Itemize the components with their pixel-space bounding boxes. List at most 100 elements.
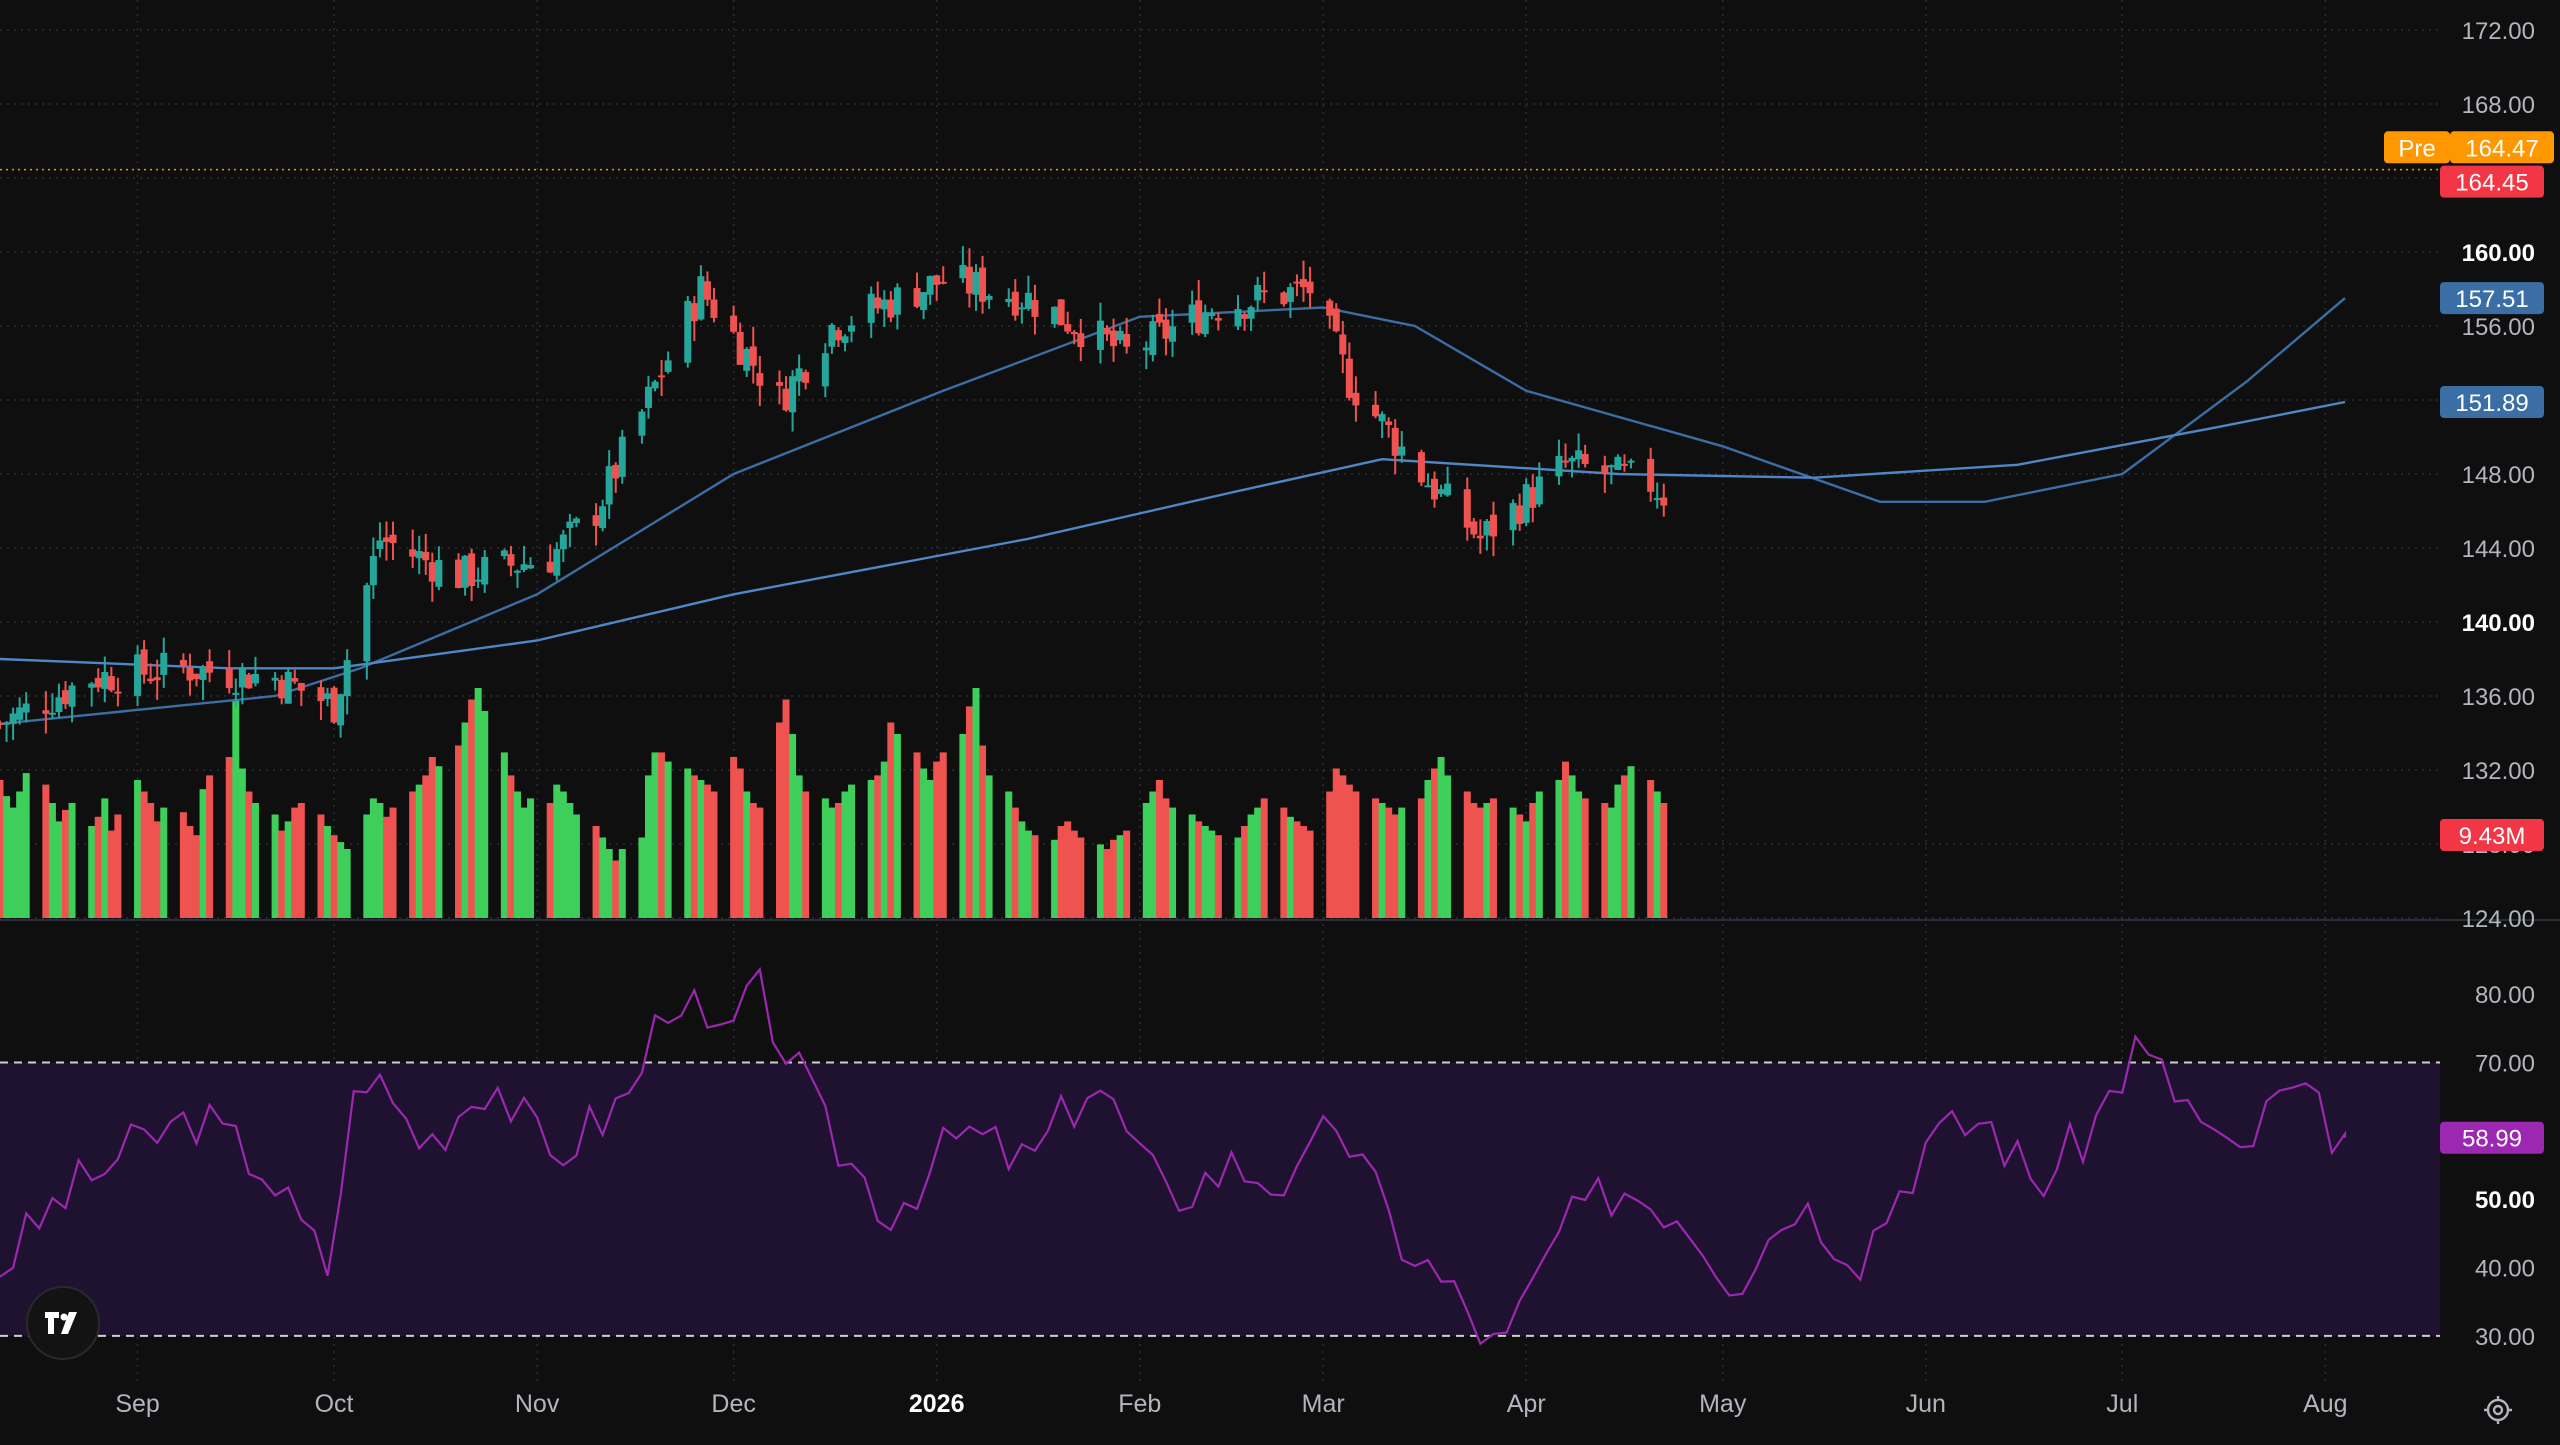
volume-bar [481, 711, 489, 918]
candle-body [690, 303, 698, 322]
volume-bar [1417, 798, 1425, 918]
candle-body [1214, 318, 1222, 321]
volume-bar [1562, 761, 1570, 918]
volume-bar [789, 734, 797, 918]
candle-body [0, 722, 4, 725]
candle-body [965, 266, 973, 294]
candle-body [1096, 320, 1104, 350]
candle-body [1188, 304, 1196, 323]
time-axis-tick-label: Oct [315, 1390, 354, 1418]
volume-bar [795, 775, 803, 918]
candle-body [369, 555, 377, 586]
candle-body [297, 682, 305, 691]
candle-body [1051, 306, 1059, 325]
moving-average-fast-line [0, 297, 2346, 725]
candle-body [979, 267, 987, 302]
volume-bar [520, 807, 528, 918]
chart-settings-button[interactable] [2480, 1392, 2516, 1428]
volume-bar [435, 766, 443, 918]
volume-bar [848, 784, 856, 918]
price-axis-tick-label: 124.00 [2462, 906, 2535, 933]
volume-bar [841, 791, 849, 918]
volume-bar [62, 809, 70, 918]
candle-body [789, 376, 797, 413]
volume-bar [245, 791, 253, 918]
volume-bar [1326, 791, 1334, 918]
time-axis-tick-label: Nov [515, 1390, 560, 1418]
candle-body [1280, 292, 1288, 305]
candle-body [651, 381, 659, 389]
candle-body [337, 694, 345, 726]
volume-bar [251, 803, 259, 918]
volume-bar [1372, 798, 1380, 918]
volume-bar [828, 807, 836, 918]
candle-body [435, 560, 443, 587]
candle-body [468, 553, 476, 586]
volume-bar [1431, 768, 1439, 918]
candle-body [664, 360, 672, 372]
candle-body [1620, 463, 1628, 466]
candle-body [1614, 456, 1622, 470]
time-axis-tick-label: Apr [1507, 1390, 1546, 1418]
volume-bar [1385, 807, 1393, 918]
candle-body [1378, 414, 1386, 422]
volume-bar [979, 745, 987, 918]
candle-body [1385, 421, 1393, 426]
volume-bar [690, 775, 698, 918]
time-axis-tick-label: 2026 [909, 1390, 965, 1418]
volume-bar [1352, 791, 1360, 918]
volume-bar [324, 826, 332, 918]
candle-body [1463, 489, 1471, 528]
candle-body [1391, 427, 1399, 456]
candle-body [22, 703, 30, 713]
rsi-axis-tick-label: 40.00 [2475, 1256, 2535, 1283]
time-axis-tick-label: Aug [2303, 1390, 2347, 1418]
candle-body [605, 466, 613, 505]
volume-bar [1149, 791, 1157, 918]
volume-bar [559, 791, 567, 918]
volume-bar [1293, 821, 1301, 918]
volume-bar [468, 699, 476, 918]
volume-bar [1208, 830, 1216, 918]
volume-bar [461, 722, 469, 918]
candle-body [507, 554, 515, 566]
volume-bar [651, 752, 659, 918]
rsi-axis-tick-label: 50.00 [2475, 1187, 2535, 1214]
candle-body [330, 687, 338, 723]
candle-body [324, 693, 332, 700]
volume-bar [664, 761, 672, 918]
rsi-line [0, 966, 2347, 1346]
pre-market-price-label-bg [2450, 131, 2554, 164]
candle-body [1116, 330, 1124, 341]
candle-body [382, 537, 390, 542]
volume-bar [271, 814, 279, 918]
candle-body [1509, 503, 1517, 531]
volume-bar [101, 798, 109, 918]
volume-bar [88, 826, 96, 918]
candle-body [1064, 324, 1072, 332]
candle-body [1155, 314, 1163, 323]
volume-bar [874, 775, 882, 918]
candle-body [1103, 327, 1111, 335]
volume-bar [1254, 807, 1262, 918]
volume-bar [1018, 821, 1026, 918]
candle-body [880, 299, 888, 310]
volume-bar [913, 752, 921, 918]
volume-bar [939, 752, 947, 918]
candle-body [1300, 279, 1308, 288]
candle-body [225, 668, 233, 689]
volume-bar [16, 791, 24, 918]
tradingview-logo-button[interactable] [26, 1286, 100, 1360]
volume-bar [1424, 780, 1432, 918]
volume-bar [291, 807, 299, 918]
volume-bar [1489, 798, 1497, 918]
volume-bar [697, 780, 705, 918]
candle-body [736, 331, 744, 365]
volume-bar [599, 837, 607, 918]
candle-body [153, 677, 161, 681]
candle-body [1195, 300, 1203, 334]
candle-body [1142, 347, 1150, 351]
volume-bar [232, 699, 240, 918]
